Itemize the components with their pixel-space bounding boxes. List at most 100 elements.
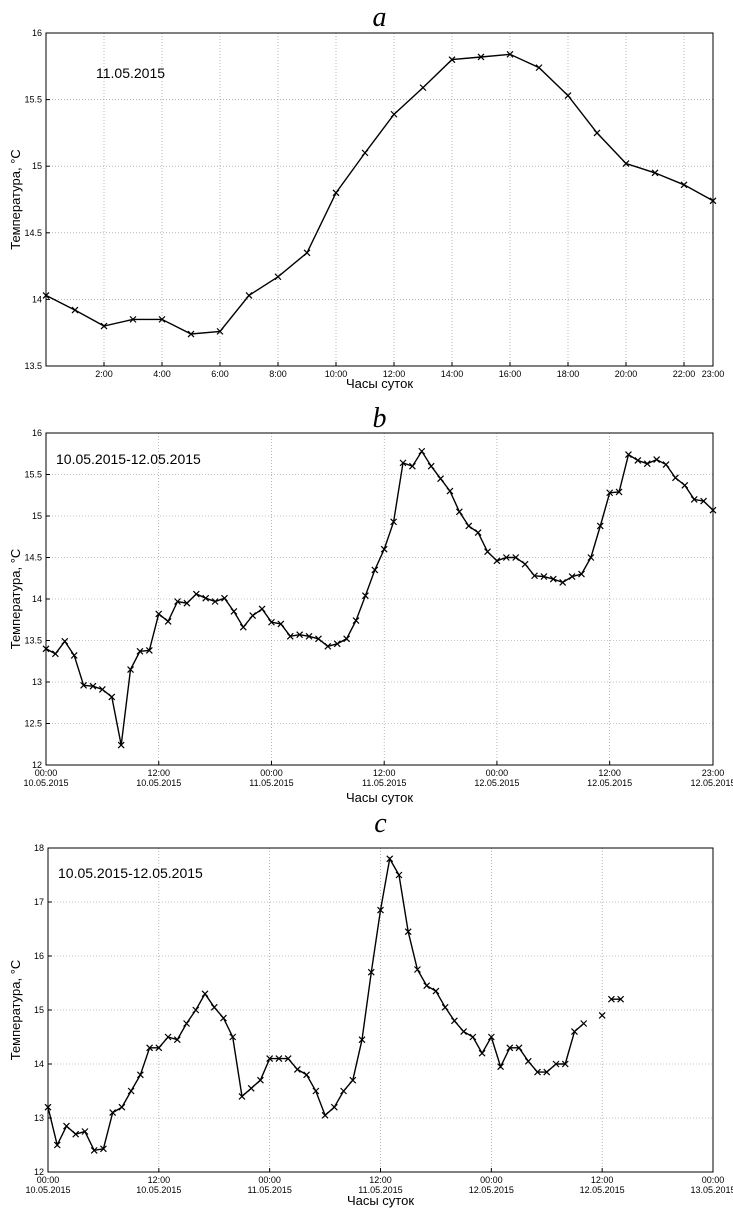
data-point: [653, 456, 661, 463]
data-point-stroke: [469, 1033, 477, 1041]
data-point: [72, 1130, 80, 1138]
data-point-stroke: [174, 598, 181, 605]
data-point: [549, 575, 557, 583]
data-point: [478, 1049, 486, 1057]
data-point: [564, 92, 572, 100]
panel-letter: c: [374, 808, 387, 839]
data-point: [578, 570, 585, 578]
data-point-stroke: [155, 610, 163, 618]
data-point: [512, 554, 520, 561]
data-point-stroke: [173, 1036, 181, 1044]
data-point: [535, 64, 543, 72]
data-point: [390, 110, 398, 118]
x-tick-label: 12:00: [383, 369, 406, 379]
y-tick-label: 13.5: [24, 361, 42, 371]
data-point: [324, 642, 332, 650]
data-point: [552, 1060, 560, 1068]
data-point-stroke: [568, 573, 576, 581]
data-point: [99, 1145, 107, 1153]
data-point-stroke: [98, 686, 106, 693]
data-point-stroke: [625, 451, 632, 459]
data-point: [404, 928, 412, 936]
data-point: [502, 554, 510, 561]
data-point-stroke: [596, 522, 604, 530]
data-point: [340, 1087, 347, 1095]
y-tick-label: 12.5: [24, 719, 42, 729]
data-point: [286, 632, 294, 640]
data-point: [361, 149, 369, 157]
data-point-stroke: [709, 197, 717, 205]
data-point-stroke: [460, 1028, 468, 1036]
data-point: [173, 1036, 181, 1044]
data-point: [296, 631, 304, 639]
data-point: [330, 1103, 338, 1111]
y-tick-label: 12: [34, 1167, 44, 1177]
data-point: [596, 522, 604, 530]
x-tick-label: 12:00: [369, 1175, 392, 1185]
data-point-stroke: [303, 1071, 311, 1079]
y-tick-label: 16: [34, 951, 44, 961]
y-tick-label: 15: [32, 511, 42, 521]
data-point-stroke: [340, 1087, 347, 1095]
data-point: [158, 315, 166, 323]
data-point: [662, 461, 670, 468]
data-point: [423, 982, 431, 990]
data-point-stroke: [238, 1092, 246, 1100]
data-point-stroke: [386, 855, 394, 863]
data-point: [249, 612, 257, 620]
data-point: [42, 645, 50, 653]
data-point: [174, 598, 181, 605]
data-point: [211, 598, 219, 605]
data-point-stroke: [506, 1044, 514, 1052]
chart-panel-b: b1212.51313.51414.51515.51600:0010.05.20…: [8, 403, 733, 805]
x-tick-label: 6:00: [211, 369, 229, 379]
data-point: [343, 635, 351, 643]
data-point-stroke: [277, 620, 285, 628]
data-point: [651, 169, 659, 177]
data-point-stroke: [305, 632, 313, 640]
data-point: [305, 632, 313, 640]
series-line: [45, 53, 714, 335]
data-point: [441, 1003, 449, 1011]
data-point-stroke: [324, 642, 332, 650]
data-point-stroke: [183, 599, 191, 607]
data-point-stroke: [377, 906, 384, 914]
data-point: [42, 291, 50, 299]
data-point: [493, 557, 501, 565]
data-point-stroke: [210, 1003, 218, 1011]
data-point: [293, 1065, 301, 1073]
data-point: [543, 1068, 551, 1076]
panel-letter: a: [373, 2, 387, 33]
data-point: [349, 1076, 357, 1084]
data-point-stroke: [448, 56, 456, 64]
data-point-stroke: [361, 149, 369, 157]
data-point: [129, 315, 137, 323]
data-point-stroke: [681, 481, 689, 489]
x-tick-label-date: 13.05.2015: [690, 1185, 733, 1195]
data-point: [390, 518, 398, 526]
y-tick-label: 13: [32, 677, 42, 687]
y-tick-label: 15.5: [24, 95, 42, 105]
data-point: [419, 84, 427, 92]
data-point-stroke: [100, 322, 108, 330]
data-point-stroke: [192, 590, 200, 598]
data-point-stroke: [202, 594, 210, 602]
panel-letter: b: [373, 403, 387, 434]
y-tick-label: 14: [32, 594, 42, 604]
data-point: [274, 273, 282, 281]
data-point-stroke: [371, 566, 379, 574]
data-point-stroke: [99, 1145, 107, 1153]
y-axis-label: Температура, °C: [8, 549, 23, 650]
data-point: [230, 608, 238, 615]
x-tick-label-date: 10.05.2015: [23, 778, 68, 788]
data-point: [245, 291, 253, 299]
data-point-stroke: [220, 1014, 227, 1022]
data-point-stroke: [455, 508, 463, 516]
chart-panel-a: a 13.5 14 14.5 15 15.5 16 2:00 4:00 6:00 8:00 10:00…: [8, 2, 724, 391]
data-point: [681, 481, 689, 489]
data-point: [414, 966, 421, 973]
data-point-stroke: [247, 1084, 255, 1092]
series-line: [45, 449, 714, 746]
data-point-stroke: [117, 741, 125, 749]
